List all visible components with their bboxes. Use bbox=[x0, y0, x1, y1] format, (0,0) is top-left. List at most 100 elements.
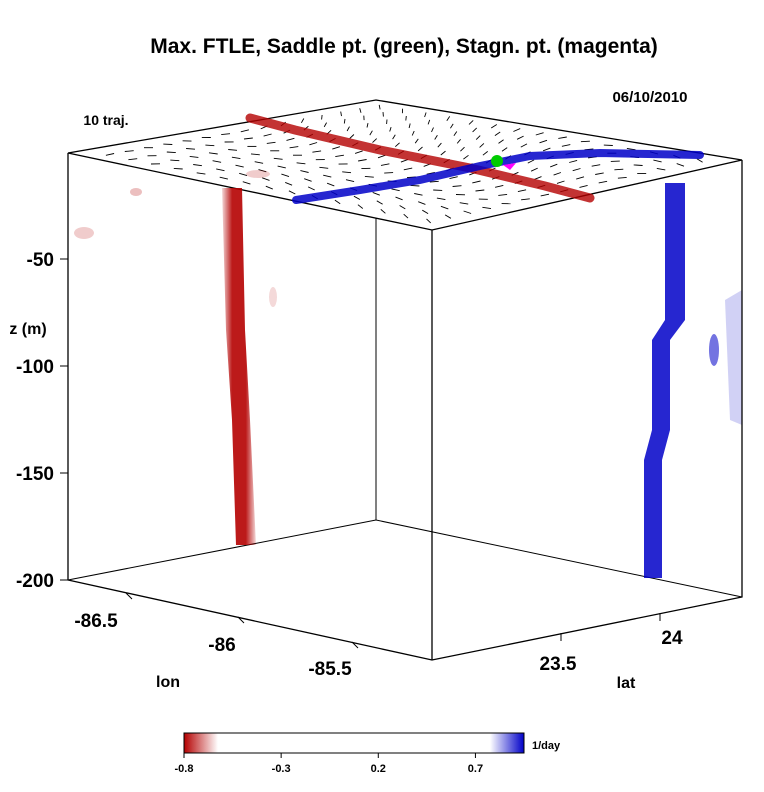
velocity-vector bbox=[346, 126, 350, 132]
velocity-vector bbox=[494, 131, 501, 136]
velocity-vector bbox=[542, 147, 551, 152]
velocity-vector bbox=[521, 198, 530, 201]
velocity-vector bbox=[539, 139, 548, 144]
velocity-vector bbox=[426, 171, 435, 175]
velocity-vector bbox=[262, 177, 270, 181]
red-blob-2 bbox=[74, 227, 94, 239]
velocity-vector bbox=[349, 134, 355, 139]
velocity-vector bbox=[353, 195, 361, 200]
velocity-vector bbox=[490, 124, 498, 129]
velocity-vector bbox=[633, 164, 643, 166]
velocity-vector bbox=[359, 108, 362, 113]
velocity-vector bbox=[105, 153, 115, 156]
lon-tick-label: -86.5 bbox=[74, 611, 118, 632]
velocity-vector bbox=[170, 159, 180, 162]
velocity-vector bbox=[535, 132, 544, 136]
velocity-vector bbox=[364, 175, 374, 178]
velocity-vector bbox=[417, 146, 423, 152]
velocity-vector bbox=[444, 214, 452, 219]
velocity-vector bbox=[345, 179, 355, 183]
blue-blob-2 bbox=[709, 334, 719, 366]
velocity-vector bbox=[408, 123, 411, 129]
velocity-vector bbox=[520, 143, 528, 148]
velocity-vector bbox=[277, 165, 286, 169]
red-blob-4 bbox=[269, 287, 277, 307]
velocity-vector bbox=[372, 191, 380, 196]
velocity-vector bbox=[460, 146, 465, 152]
colorbar-tick-label: 0.2 bbox=[371, 763, 386, 775]
lat-axis-label: lat bbox=[617, 675, 636, 692]
velocity-vector bbox=[300, 170, 309, 173]
back-bottom-edge-left bbox=[67, 519, 377, 581]
velocity-vector bbox=[263, 133, 272, 137]
velocity-vector bbox=[418, 201, 426, 205]
velocity-vector bbox=[426, 218, 432, 224]
velocity-vector bbox=[450, 123, 454, 129]
velocity-vector bbox=[440, 150, 446, 156]
velocity-vector bbox=[358, 159, 367, 162]
velocity-vector bbox=[389, 126, 392, 132]
velocity-vector bbox=[173, 167, 183, 170]
velocity-vector bbox=[414, 138, 419, 144]
velocity-vector bbox=[527, 159, 535, 164]
velocity-vector bbox=[617, 176, 627, 179]
velocity-vector bbox=[235, 164, 244, 168]
velocity-vector bbox=[595, 172, 604, 175]
velocity-vector bbox=[656, 167, 666, 171]
velocity-vector bbox=[579, 184, 588, 188]
wall-red-ridge bbox=[222, 188, 256, 545]
lon-tick-label: -86 bbox=[208, 635, 235, 656]
chart-title: Max. FTLE, Saddle pt. (green), Stagn. pt… bbox=[150, 35, 658, 58]
box-outline bbox=[67, 153, 743, 661]
colorbar-tick-label: -0.3 bbox=[272, 763, 291, 775]
velocity-vector bbox=[357, 204, 364, 209]
velocity-vector bbox=[319, 166, 329, 169]
velocity-vector bbox=[463, 154, 469, 160]
velocity-vector bbox=[205, 144, 215, 147]
velocity-vector bbox=[449, 176, 458, 180]
lon-tick-mark bbox=[237, 616, 245, 624]
velocity-vector bbox=[250, 153, 260, 156]
velocity-vector bbox=[266, 141, 276, 144]
lon-tick-mark bbox=[351, 641, 359, 649]
velocity-vector bbox=[434, 134, 438, 140]
velocity-vector bbox=[296, 162, 306, 165]
velocity-vector bbox=[334, 199, 341, 205]
velocity-vector bbox=[309, 142, 318, 146]
velocity-vector bbox=[312, 150, 322, 153]
velocity-vector bbox=[281, 173, 290, 178]
velocity-vector bbox=[335, 154, 344, 158]
z-tick-label: -100 bbox=[16, 357, 54, 378]
velocity-vector bbox=[475, 189, 485, 192]
velocity-vector bbox=[285, 181, 293, 186]
velocity-vector bbox=[556, 180, 565, 184]
velocity-vector bbox=[437, 142, 442, 148]
velocity-vector bbox=[323, 122, 327, 128]
velocity-vector bbox=[376, 200, 383, 205]
saddle-point-marker bbox=[491, 155, 503, 167]
back-bottom-edge-right bbox=[375, 519, 743, 598]
top-blue-ridge bbox=[292, 148, 704, 204]
velocity-vector bbox=[231, 156, 241, 160]
velocity-vector bbox=[516, 135, 524, 140]
velocity-vector bbox=[572, 168, 581, 172]
velocity-vector bbox=[186, 148, 196, 150]
velocity-vector bbox=[482, 206, 492, 210]
lat-tick-label: 24 bbox=[661, 628, 683, 649]
colorbar bbox=[183, 732, 525, 754]
velocity-vector bbox=[378, 104, 381, 110]
velocity-vector bbox=[513, 128, 521, 132]
velocity-vector bbox=[380, 163, 390, 166]
velocity-vector bbox=[553, 172, 562, 176]
velocity-vector bbox=[534, 176, 542, 180]
velocity-vector bbox=[530, 167, 538, 172]
velocity-vector bbox=[424, 112, 427, 118]
velocity-vector bbox=[561, 144, 571, 147]
velocity-vector bbox=[696, 158, 703, 163]
velocity-vector bbox=[598, 180, 608, 184]
velocity-vector bbox=[427, 119, 431, 125]
z-axis-label: z (m) bbox=[9, 321, 46, 338]
velocity-vector bbox=[414, 193, 423, 196]
velocity-vector bbox=[550, 163, 558, 168]
